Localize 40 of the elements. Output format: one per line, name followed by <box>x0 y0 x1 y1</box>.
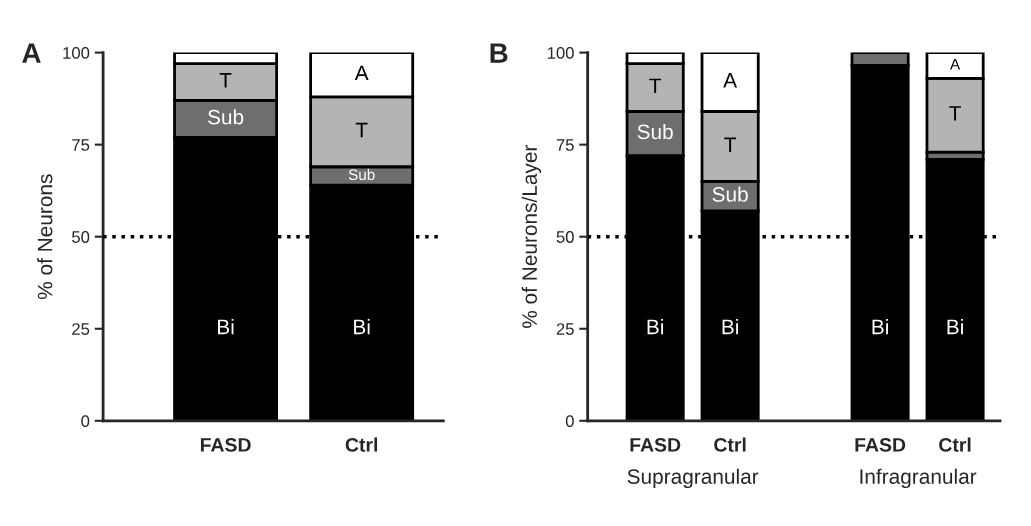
x-tick-label: FASD <box>630 437 681 452</box>
text: Bi <box>947 319 963 335</box>
text: Bi <box>722 319 738 335</box>
y-tick-label: 100 <box>547 47 574 59</box>
text: A <box>723 73 738 88</box>
series-label: Bi <box>647 319 664 335</box>
y-tick-label: 50 <box>72 231 90 243</box>
text: T <box>724 137 737 152</box>
y-tick-label: 100 <box>63 47 90 59</box>
text: T <box>355 122 368 138</box>
y-tick-label: 25 <box>72 323 90 335</box>
text: Bi <box>872 319 888 335</box>
text: Sub <box>208 109 244 125</box>
series-label: T <box>649 78 662 93</box>
y-tick-label: 50 <box>556 231 574 243</box>
text: Sub <box>637 123 673 140</box>
y-tick-label: 0 <box>81 415 90 427</box>
x-tick-label: Ctrl <box>345 437 378 452</box>
chart-title: B <box>490 43 508 63</box>
text: Infragranular <box>860 468 977 489</box>
series-label: Sub <box>712 186 748 202</box>
y-axis-title: % of Neurons/Layer <box>521 144 542 329</box>
text: T <box>949 106 961 121</box>
series-label: A <box>950 58 961 70</box>
x-tick-label: Ctrl <box>939 437 971 452</box>
x-tick-label: FASD <box>855 437 906 452</box>
x-tick-label: Ctrl <box>714 437 746 452</box>
text: Supragranular <box>627 468 759 489</box>
series-label: A <box>354 65 369 81</box>
series-label: T <box>219 73 232 88</box>
x-tick-label: FASD <box>200 437 251 452</box>
text: Bi <box>354 319 370 335</box>
y-tick-label: 25 <box>556 323 574 335</box>
y-axis-title: % of Neurons <box>37 174 53 300</box>
series-label: Sub <box>348 168 375 181</box>
y-tick-label: 0 <box>565 415 574 427</box>
series-label: Bi <box>218 319 234 335</box>
chart-title: A <box>22 43 41 63</box>
y-tick-label: 75 <box>72 139 90 151</box>
y-tick-label: 75 <box>556 139 574 151</box>
